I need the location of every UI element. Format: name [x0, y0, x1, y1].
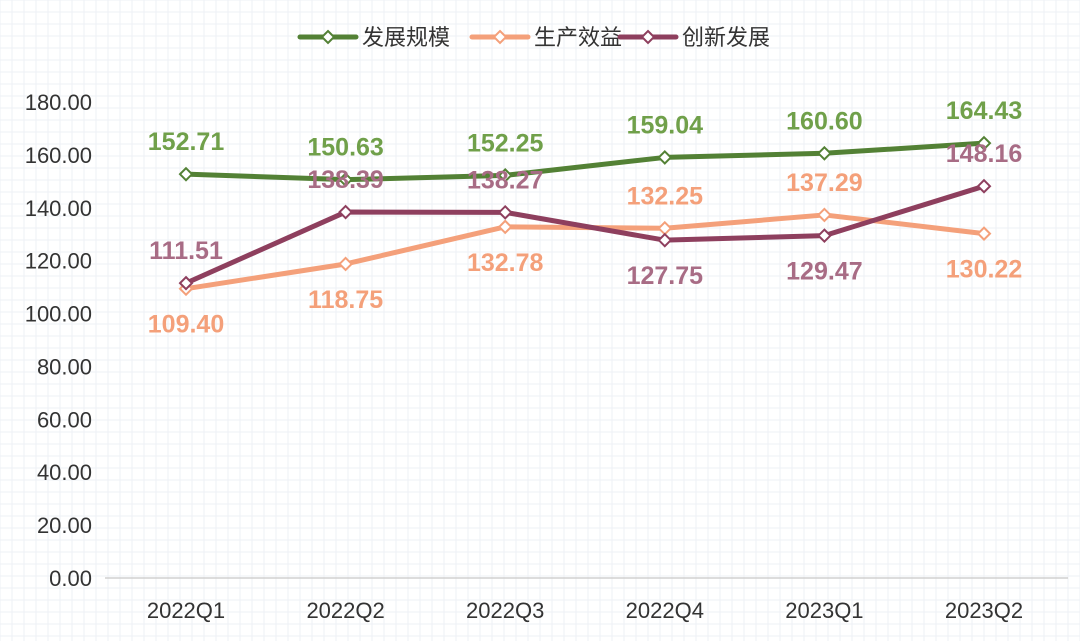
x-tick-label: 2023Q2	[945, 598, 1023, 623]
x-tick-label: 2022Q3	[466, 598, 544, 623]
data-label: 132.78	[467, 249, 544, 277]
data-label: 150.63	[307, 134, 383, 162]
y-tick-label: 20.00	[37, 513, 92, 538]
data-label: 138.27	[467, 166, 543, 194]
data-point	[338, 172, 354, 188]
chart-series	[178, 135, 992, 297]
data-label: 148.16	[946, 140, 1022, 168]
data-point	[338, 204, 354, 220]
data-point	[816, 145, 832, 161]
chart-data-labels: 152.71 150.63 152.25 159.04 160.60 164.43 109.…	[148, 97, 1022, 339]
legend-item[interactable]: 创新发展	[617, 26, 770, 51]
data-label: 109.40	[148, 311, 224, 339]
series-line	[183, 140, 987, 183]
x-tick-label: 2022Q2	[306, 598, 384, 623]
data-label: 127.75	[627, 262, 704, 290]
chart-axes: 0.00 20.00 40.00 60.00 80.00 100.00 120.00 140.…	[25, 90, 1068, 623]
data-label: 152.71	[148, 128, 225, 156]
y-tick-label: 160.00	[25, 143, 92, 168]
legend-item[interactable]: 发展规模	[297, 26, 450, 51]
chart-legend[interactable]: 发展规模 生产效益 创新发展	[297, 26, 770, 51]
data-label: 137.29	[786, 169, 862, 197]
legend-label: 生产效益	[534, 26, 622, 51]
x-tick-label: 2022Q4	[626, 598, 704, 623]
data-label: 111.51	[149, 237, 223, 265]
data-point	[178, 275, 194, 291]
legend-label: 发展规模	[362, 26, 450, 51]
data-point	[497, 219, 513, 235]
y-tick-label: 60.00	[37, 407, 92, 432]
x-tick-label: 2023Q1	[785, 598, 863, 623]
data-label: 130.22	[946, 256, 1022, 284]
data-point	[657, 220, 673, 236]
data-point	[976, 135, 992, 151]
y-tick-label: 0.00	[49, 566, 92, 591]
data-point	[657, 232, 673, 248]
series-line	[183, 183, 987, 286]
data-point	[816, 228, 832, 244]
data-label: 159.04	[627, 111, 704, 139]
y-tick-label: 80.00	[37, 354, 92, 379]
data-point	[338, 256, 354, 272]
data-label: 129.47	[786, 258, 862, 286]
y-tick-label: 180.00	[25, 90, 92, 115]
data-label: 118.75	[308, 286, 383, 314]
x-tick-label: 2022Q1	[147, 598, 225, 623]
data-point	[816, 207, 832, 223]
data-point	[976, 226, 992, 242]
data-point	[178, 166, 194, 182]
y-tick-label: 40.00	[37, 460, 92, 485]
legend-marker-icon	[640, 29, 656, 45]
legend-label: 创新发展	[682, 26, 770, 51]
data-point	[976, 178, 992, 194]
data-label: 152.25	[467, 129, 544, 157]
legend-item[interactable]: 生产效益	[469, 26, 622, 51]
y-tick-label: 140.00	[25, 196, 92, 221]
y-tick-label: 100.00	[25, 302, 92, 327]
data-point	[657, 150, 673, 165]
data-label: 132.25	[627, 182, 704, 210]
data-label: 138.39	[307, 166, 383, 194]
legend-marker-icon	[320, 29, 336, 45]
data-point	[497, 204, 513, 220]
data-point	[497, 167, 513, 183]
y-tick-label: 120.00	[25, 249, 92, 274]
legend-marker-icon	[492, 29, 508, 45]
data-label: 160.60	[786, 107, 862, 135]
data-label: 164.43	[946, 97, 1022, 125]
